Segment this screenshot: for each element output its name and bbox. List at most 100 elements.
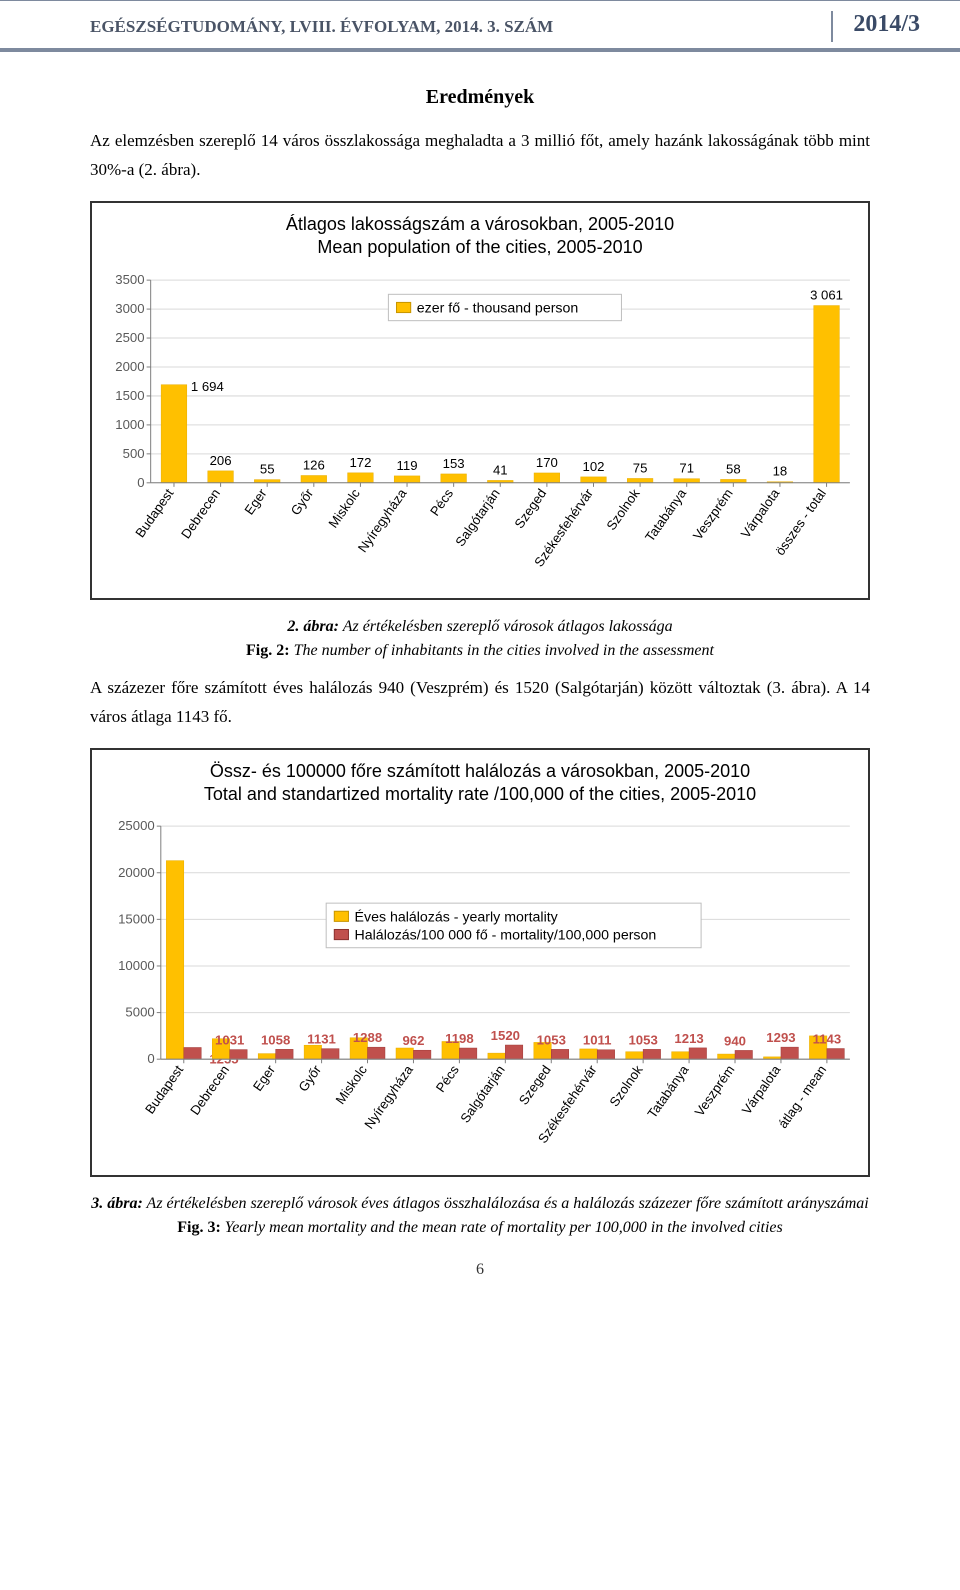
chart2-bar-series2 — [551, 1050, 568, 1060]
chart2-value-label: 1288 — [353, 1031, 382, 1046]
chart1-value-label: 3 061 — [810, 287, 843, 302]
chart1-category: Eger — [241, 485, 270, 517]
fig2-caption-rest: Az értékelésben szereplő városok átlagos… — [339, 618, 673, 635]
chart1-value-label: 153 — [443, 455, 465, 470]
chart2-category: Salgótarján — [457, 1063, 507, 1126]
figure-2-box: Átlagos lakosságszám a városokban, 2005-… — [90, 201, 870, 600]
chart2-bar-series2 — [689, 1048, 706, 1059]
chart2-value-label: 1031 — [215, 1033, 244, 1048]
chart1-value-label: 206 — [210, 452, 232, 467]
chart1-title-l1: Átlagos lakosságszám a városokban, 2005-… — [286, 214, 674, 234]
chart1-bar — [161, 384, 187, 482]
chart2-ytick: 10000 — [118, 958, 155, 973]
chart2-category: Eger — [250, 1062, 279, 1094]
chart1-value-label: 75 — [633, 460, 648, 475]
chart2-ytick: 0 — [147, 1052, 154, 1067]
chart2-value-label: 940 — [724, 1034, 746, 1049]
chart1-category: Nyíregyháza — [355, 485, 410, 555]
chart2-bar-series2 — [597, 1050, 614, 1059]
chart1-value-label: 41 — [493, 462, 508, 477]
chart2-bar-series2 — [322, 1049, 339, 1060]
chart2-area: 0500010000150002000025000125510311058113… — [100, 816, 860, 1171]
chart2-ytick: 25000 — [118, 819, 155, 834]
chart2-bar-series1 — [258, 1054, 275, 1060]
chart1-bar — [674, 478, 700, 482]
chart1-ytick: 2000 — [115, 359, 144, 374]
chart1-value-label: 170 — [536, 454, 558, 469]
chart1-bar — [814, 305, 840, 482]
chart2-bar-series2 — [735, 1051, 752, 1060]
chart1-ytick: 3500 — [115, 272, 144, 287]
chart2-category: Szolnok — [606, 1062, 645, 1109]
chart1-category: Budapest — [132, 485, 176, 539]
chart2-value-label: 1198 — [445, 1031, 474, 1046]
chart2-category: Tatabánya — [644, 1062, 692, 1121]
chart2-category: Várpalota — [739, 1062, 784, 1117]
chart2-category: Budapest — [142, 1063, 186, 1117]
chart1-value-label: 119 — [397, 457, 418, 472]
chart2-bar-series2 — [459, 1048, 476, 1059]
chart1-category: Miskolc — [325, 485, 363, 530]
chart2-bar-series2 — [505, 1045, 522, 1059]
chart2-svg: 0500010000150002000025000125510311058113… — [100, 816, 860, 1171]
chart1-legend-label: ezer fő - thousand person — [417, 300, 579, 316]
paragraph-1: Az elemzésben szereplő 14 város összlako… — [90, 127, 870, 185]
chart1-ytick: 500 — [123, 445, 145, 460]
chart1-value-label: 58 — [726, 461, 741, 476]
chart2-bar-series2 — [230, 1050, 247, 1060]
chart2-bar-series1 — [580, 1049, 597, 1059]
chart1-value-label: 1 694 — [191, 378, 224, 393]
chart1-bar — [348, 472, 374, 482]
chart1-category: Veszprém — [690, 486, 736, 543]
chart2-legend-swatch2 — [334, 930, 348, 940]
fig3-caption-en: Fig. 3: Yearly mean mortality and the me… — [90, 1219, 870, 1237]
chart1-ytick: 2500 — [115, 330, 144, 345]
chart2-bar-series1 — [718, 1054, 735, 1059]
chart1-category: Szolnok — [603, 485, 642, 532]
journal-title: EGÉSZSÉGTUDOMÁNY, LVIII. ÉVFOLYAM, 2014.… — [90, 17, 553, 37]
chart2-title-l2: Total and standartized mortality rate /1… — [204, 784, 756, 804]
fig2-caption-en-lead: Fig. 2: — [246, 642, 290, 659]
page-header: EGÉSZSÉGTUDOMÁNY, LVIII. ÉVFOLYAM, 2014.… — [0, 0, 960, 52]
chart1-value-label: 18 — [773, 463, 788, 478]
chart2-title-l1: Össz- és 100000 főre számított halálozás… — [210, 761, 750, 781]
fig3-caption-hu: 3. ábra: Az értékelésben szereplő városo… — [90, 1195, 870, 1213]
fig2-caption-en-rest: The number of inhabitants in the cities … — [290, 642, 714, 659]
chart2-value-label: 1053 — [629, 1033, 658, 1048]
chart2-value-label: 962 — [402, 1034, 424, 1049]
chart1-value-label: 126 — [303, 457, 325, 472]
chart2-legend-label2: Halálozás/100 000 fő - mortality/100,000… — [355, 928, 657, 944]
fig3-caption-en-lead: Fig. 3: — [177, 1219, 221, 1236]
chart1-bar — [394, 475, 420, 482]
chart1-category: Szeged — [511, 486, 549, 531]
chart2-ytick: 15000 — [118, 912, 155, 927]
chart1-category: Tatabánya — [642, 485, 690, 544]
chart1-ytick: 0 — [137, 474, 144, 489]
chart1-title-l2: Mean population of the cities, 2005-2010 — [317, 237, 642, 257]
chart2-category: Veszprém — [692, 1063, 738, 1120]
page-number: 6 — [90, 1261, 870, 1279]
chart2-title: Össz- és 100000 főre számított halálozás… — [100, 760, 860, 807]
chart2-value-label: 1131 — [307, 1032, 336, 1047]
issue-label: 2014/3 — [831, 11, 920, 42]
chart1-bar — [301, 475, 327, 482]
chart1-value-label: 55 — [260, 461, 275, 476]
chart1-legend-swatch — [397, 302, 411, 312]
fig2-caption-en: Fig. 2: The number of inhabitants in the… — [90, 642, 870, 660]
chart2-bar-series2 — [781, 1048, 798, 1060]
chart2-bar-series1 — [626, 1052, 643, 1059]
chart2-value-label: 1053 — [537, 1033, 566, 1048]
chart1-category: Várpalota — [738, 485, 783, 540]
chart2-category: Nyíregyháza — [361, 1062, 416, 1132]
chart2-category: átlag - mean — [775, 1063, 829, 1132]
chart1-bar — [581, 476, 607, 482]
chart2-ytick: 20000 — [118, 865, 155, 880]
fig3-caption-rest: Az értékelésben szereplő városok éves át… — [143, 1195, 869, 1212]
chart2-bar-series2 — [827, 1049, 844, 1060]
chart2-bar-series2 — [368, 1048, 385, 1060]
chart2-bar-series1 — [672, 1052, 689, 1059]
chart2-bar-series2 — [276, 1050, 293, 1060]
chart2-category: Győr — [295, 1062, 324, 1094]
paragraph-2: A százezer főre számított éves halálozás… — [90, 674, 870, 732]
chart1-category: Győr — [288, 485, 317, 517]
